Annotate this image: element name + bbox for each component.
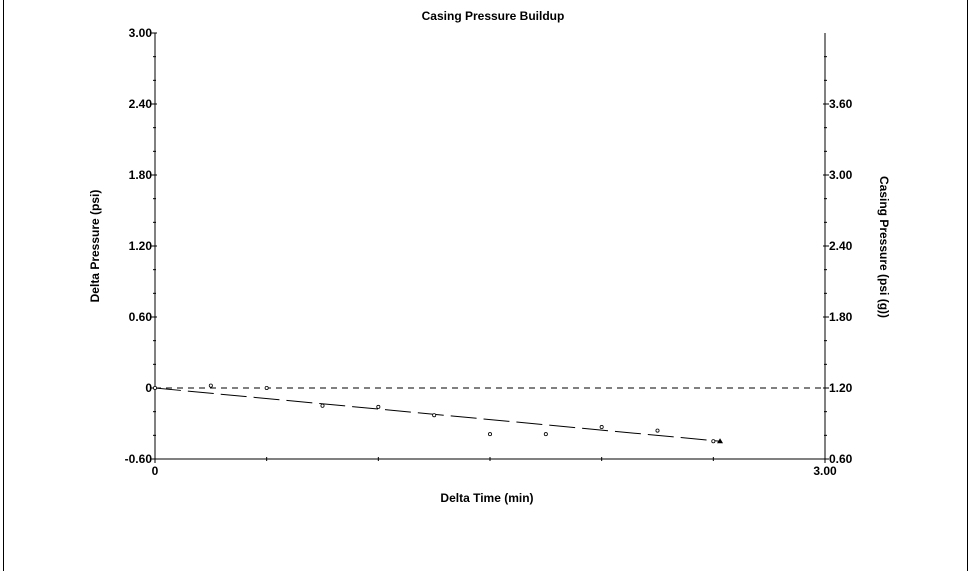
- y2-tick-label: 2.40: [829, 239, 853, 253]
- y2-axis-label: Casing Pressure (psi (g)): [877, 176, 891, 318]
- trend-line: [154, 387, 721, 442]
- y-tick-label: 0: [145, 381, 152, 395]
- y-axis-label: Delta Pressure (psi): [88, 190, 102, 303]
- x-axis-label: Delta Time (min): [440, 491, 533, 505]
- casing-pressure-chart: 3.002.401.801.200.600-0.603.603.002.401.…: [88, 9, 891, 505]
- y2-tick-label: 0.60: [829, 452, 853, 466]
- axes: [154, 33, 826, 460]
- data-point: [487, 432, 492, 437]
- chart-frame: 3.00 2.40 1.80 1.20 0.60 0 -0.60 3.60 3.00 2.40 1.…: [3, 0, 968, 571]
- y-tick-label: 3.00: [129, 26, 153, 40]
- y-tick-label: 2.40: [129, 97, 153, 111]
- y-tick-label: 0.60: [129, 310, 153, 324]
- data-point: [432, 413, 437, 418]
- x-tick-label: 0: [152, 464, 159, 478]
- y2-tick-label: 3.60: [829, 97, 853, 111]
- data-point: [717, 438, 724, 444]
- data-point: [599, 425, 604, 430]
- y2-tick-label: 1.20: [829, 381, 853, 395]
- data-point: [543, 432, 548, 437]
- data-point: [711, 439, 716, 444]
- x-tick-label: 3.00: [813, 464, 837, 478]
- y-tick-label: -0.60: [125, 452, 153, 466]
- data-point: [320, 403, 325, 408]
- chart-title: Casing Pressure Buildup: [422, 9, 565, 23]
- data-point: [655, 428, 660, 433]
- y-tick-label: 1.80: [129, 168, 153, 182]
- y-tick-label: 1.20: [129, 239, 153, 253]
- data-point: [264, 385, 269, 390]
- ticks: 3.002.401.801.200.600-0.603.603.002.401.…: [125, 26, 853, 478]
- y2-tick-label: 3.00: [829, 168, 853, 182]
- data-point: [152, 385, 157, 390]
- data-point: [208, 383, 213, 388]
- data-points: [152, 383, 724, 444]
- trendline: [154, 387, 721, 442]
- data-point: [376, 404, 381, 409]
- y2-tick-label: 1.80: [829, 310, 853, 324]
